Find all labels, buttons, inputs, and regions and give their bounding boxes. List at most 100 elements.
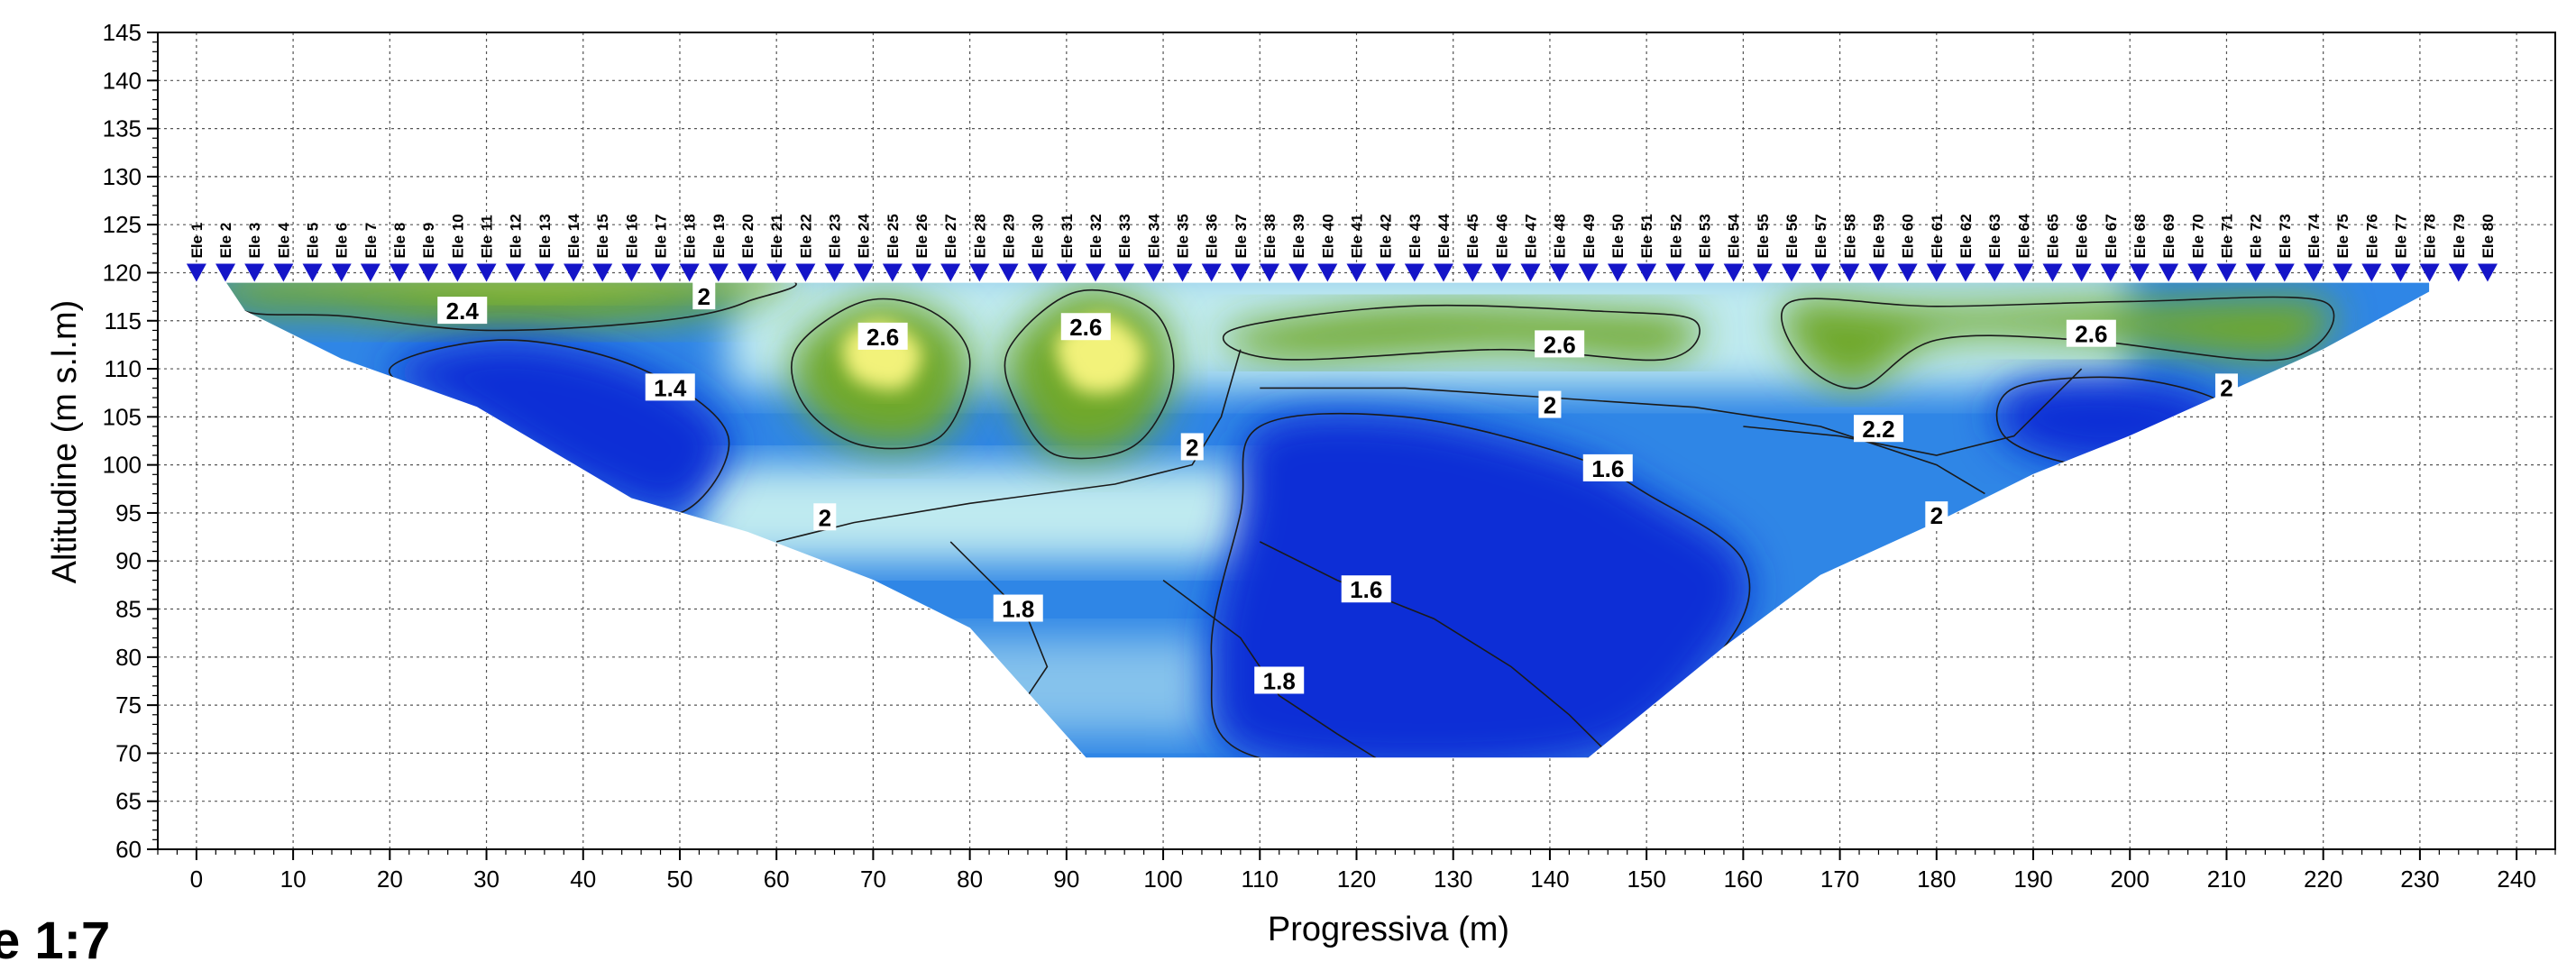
electrode-label: Ele 28 bbox=[971, 214, 988, 258]
contour-line bbox=[1259, 541, 1609, 754]
electrode-marker bbox=[2245, 263, 2266, 282]
x-tick-label: 210 bbox=[2207, 866, 2246, 893]
electrode-label: Ele 3 bbox=[246, 223, 263, 259]
electrode-marker bbox=[1260, 263, 1280, 282]
electrode-label: Ele 35 bbox=[1175, 214, 1192, 258]
electrode-label: Ele 9 bbox=[420, 223, 437, 259]
electrode-label: Ele 17 bbox=[653, 214, 670, 258]
contour-label: 2 bbox=[1544, 392, 1556, 419]
x-tick-label: 70 bbox=[860, 866, 886, 893]
electrode-marker bbox=[1346, 263, 1367, 282]
electrode-marker bbox=[1839, 263, 1860, 282]
contour-label-background bbox=[692, 282, 716, 310]
electrode-marker bbox=[1607, 263, 1627, 282]
electrode-label: Ele 4 bbox=[275, 222, 292, 258]
contour-label: 1.6 bbox=[1591, 455, 1624, 482]
y-tick-label: 140 bbox=[103, 67, 142, 94]
x-tick-label: 110 bbox=[1242, 866, 1279, 893]
x-axis-title: Progressiva (m) bbox=[1268, 911, 1509, 948]
electrode-label: Ele 27 bbox=[942, 214, 959, 258]
electrode-marker bbox=[1549, 263, 1570, 282]
electrode-marker bbox=[766, 263, 787, 282]
electrode-marker bbox=[2013, 263, 2034, 282]
electrode-label: Ele 26 bbox=[913, 214, 930, 258]
electrode-marker bbox=[1752, 263, 1773, 282]
electrode-label: Ele 23 bbox=[827, 214, 844, 258]
electrode-marker bbox=[824, 263, 845, 282]
contour-label: 1.8 bbox=[1263, 667, 1296, 694]
electrode-label: Ele 58 bbox=[1841, 214, 1858, 258]
electrode-marker bbox=[1288, 263, 1309, 282]
electrode-label: Ele 68 bbox=[2131, 214, 2149, 258]
electrode-marker bbox=[2419, 263, 2440, 282]
y-tick-label: 95 bbox=[115, 499, 142, 527]
electrode-label: Ele 59 bbox=[1870, 214, 1887, 258]
x-tick-label: 100 bbox=[1143, 866, 1182, 893]
electrode-label: Ele 40 bbox=[1319, 214, 1336, 258]
x-tick-label: 230 bbox=[2400, 866, 2439, 893]
electrode-label: Ele 24 bbox=[856, 214, 873, 259]
contour-label-background bbox=[1180, 433, 1204, 461]
electrode-label: Ele 37 bbox=[1233, 214, 1250, 258]
electrode-marker bbox=[2390, 263, 2411, 282]
electrodes: Ele 1 Ele 2 Ele 3 Ele 4 Ele 5 Ele 6 Ele 7 Ele 8… bbox=[186, 214, 2498, 282]
electrode-marker bbox=[215, 263, 236, 282]
electrode-label: Ele 12 bbox=[508, 214, 525, 258]
x-tick-label: 20 bbox=[377, 866, 403, 893]
electrode-marker bbox=[1462, 263, 1483, 282]
electrode-marker bbox=[1172, 263, 1193, 282]
electrode-marker bbox=[621, 263, 642, 282]
contour-label: 2.6 bbox=[2075, 321, 2107, 348]
electrode-label: Ele 49 bbox=[1581, 214, 1598, 258]
electrode-label: Ele 78 bbox=[2422, 214, 2439, 258]
electrode-marker bbox=[418, 263, 439, 282]
contour-label: 2.6 bbox=[866, 324, 899, 351]
electrode-marker bbox=[2333, 263, 2353, 282]
electrode-label: Ele 31 bbox=[1059, 214, 1076, 258]
electrode-label: Ele 75 bbox=[2334, 214, 2351, 258]
contour-label: 1.6 bbox=[1350, 576, 1382, 603]
electrode-label: Ele 13 bbox=[536, 214, 554, 258]
electrode-marker bbox=[2071, 263, 2092, 282]
contour-label-background bbox=[1341, 575, 1391, 603]
section-zone-mid bbox=[699, 464, 1260, 562]
electrode-label: Ele 48 bbox=[1552, 214, 1569, 258]
electrode-label: Ele 43 bbox=[1407, 214, 1424, 258]
electrode-marker bbox=[2042, 263, 2063, 282]
electrode-marker bbox=[244, 263, 265, 282]
electrode-marker bbox=[1230, 263, 1251, 282]
contour-label-background bbox=[1535, 330, 1585, 358]
electrode-label: Ele 63 bbox=[1986, 214, 2003, 258]
y-axis-title: Altitudine (m s.l.m) bbox=[46, 300, 84, 584]
contour-label-background bbox=[1538, 390, 1562, 418]
contour-label: 1.4 bbox=[654, 374, 687, 401]
electrode-marker bbox=[1781, 263, 1801, 282]
electrode-marker bbox=[302, 263, 323, 282]
section-zone-mid-high bbox=[1781, 297, 2334, 389]
electrode-marker bbox=[2303, 263, 2324, 282]
contour-line bbox=[1743, 368, 2083, 456]
electrode-marker bbox=[447, 263, 468, 282]
electrode-marker bbox=[738, 263, 758, 282]
contour-label: 2.4 bbox=[446, 298, 480, 325]
contour-label-background bbox=[993, 594, 1043, 622]
electrode-marker bbox=[360, 263, 380, 282]
electrode-label: Ele 10 bbox=[449, 214, 466, 258]
contour-line bbox=[225, 282, 797, 332]
contour-label: 2 bbox=[2220, 374, 2232, 401]
electrode-marker bbox=[1143, 263, 1164, 282]
electrode-marker bbox=[1317, 263, 1338, 282]
electrode-label: Ele 62 bbox=[1957, 214, 1975, 258]
section-zone-low bbox=[389, 340, 729, 515]
electrode-marker bbox=[708, 263, 729, 282]
electrode-marker bbox=[1985, 263, 2005, 282]
electrode-marker bbox=[1694, 263, 1715, 282]
electrode-marker bbox=[940, 263, 961, 282]
electrode-label: Ele 11 bbox=[479, 215, 496, 258]
electrode-marker bbox=[1520, 263, 1541, 282]
electrode-label: Ele 65 bbox=[2044, 214, 2061, 258]
y-tick-label: 90 bbox=[115, 547, 142, 574]
x-tick-label: 160 bbox=[1724, 866, 1763, 893]
electrode-label: Ele 39 bbox=[1290, 214, 1307, 258]
electrode-label: Ele 2 bbox=[217, 223, 234, 259]
